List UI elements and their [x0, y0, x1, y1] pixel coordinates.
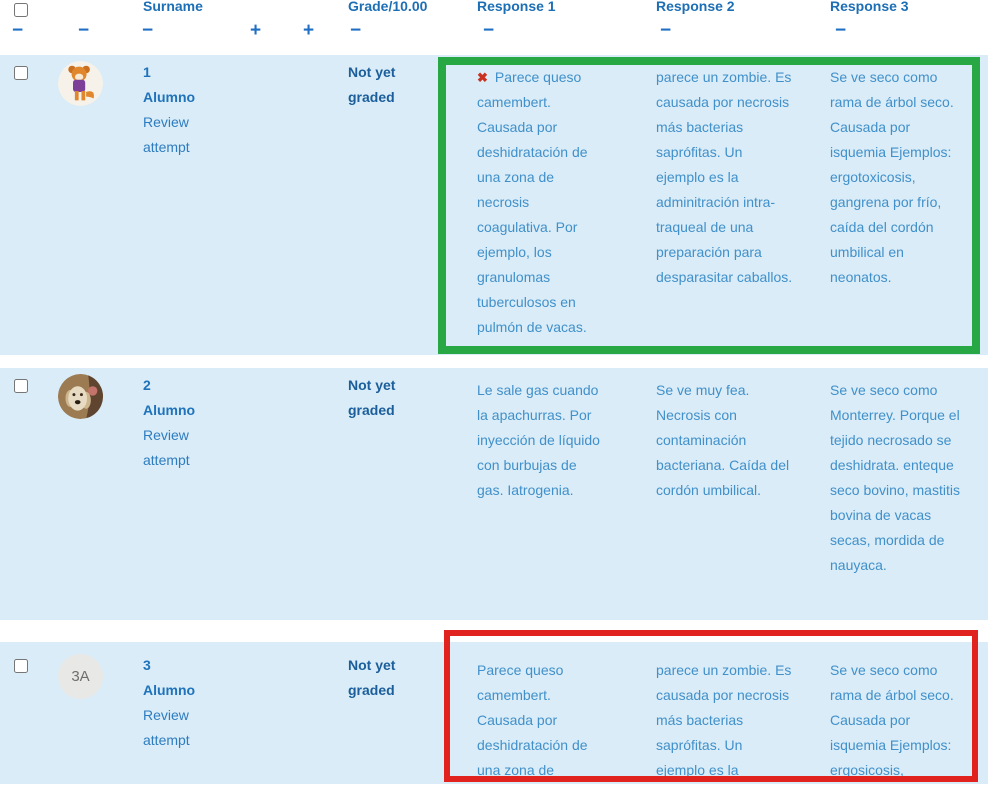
cartoon-character-avatar-image	[58, 61, 103, 106]
collapse-surname-column-icon[interactable]: −	[142, 20, 154, 41]
column-header-surname[interactable]: Surname	[143, 0, 203, 14]
response-1-text[interactable]: Parece queso camembert. Causada por desh…	[477, 662, 588, 778]
review-attempt-link[interactable]: Review attempt	[143, 427, 190, 468]
response-2-text[interactable]: parece un zombie. Es causada por necrosi…	[656, 69, 793, 285]
incorrect-icon: ✖	[477, 70, 488, 85]
dog-photo-avatar-image	[58, 374, 103, 419]
expand-column-icon-2[interactable]: +	[303, 20, 315, 41]
avatar-initials[interactable]: 3A	[58, 654, 103, 699]
grade-status: Not yet graded	[348, 64, 396, 105]
response-1-text[interactable]: Le sale gas cuando la apachurras. Por in…	[477, 382, 600, 498]
review-attempt-link[interactable]: Review attempt	[143, 114, 190, 155]
row1-select-checkbox[interactable]	[14, 66, 28, 80]
avatar[interactable]	[58, 374, 103, 419]
column-header-grade[interactable]: Grade/10.00	[348, 0, 428, 14]
table-row: 1 Alumno Review attempt Not yet graded ✖…	[0, 55, 988, 355]
expand-column-icon-1[interactable]: +	[250, 20, 262, 41]
select-all-checkbox[interactable]	[14, 3, 28, 17]
collapse-response1-column-icon[interactable]: −	[483, 20, 495, 41]
grade-status: Not yet graded	[348, 657, 396, 698]
row3-select-checkbox[interactable]	[14, 659, 28, 673]
column-header-response3[interactable]: Response 3	[830, 0, 909, 14]
row2-select-checkbox[interactable]	[14, 379, 28, 393]
column-header-response2[interactable]: Response 2	[656, 0, 735, 14]
student-surname-link[interactable]: Alumno	[143, 89, 196, 105]
column-header-response1[interactable]: Response 1	[477, 0, 556, 14]
response-1-text[interactable]: ✖ Parece queso camembert. Causada por des…	[477, 69, 588, 335]
collapse-response3-column-icon[interactable]: −	[835, 20, 847, 41]
collapse-response2-column-icon[interactable]: −	[660, 20, 672, 41]
response-2-text[interactable]: Se ve muy fea. Necrosis con contaminació…	[656, 382, 790, 498]
student-number-link[interactable]: 2	[143, 377, 151, 393]
response-3-text[interactable]: Se ve seco como Monterrey. Porque el tej…	[830, 382, 960, 573]
avatar[interactable]	[58, 61, 103, 106]
student-surname-link[interactable]: Alumno	[143, 402, 196, 418]
student-surname-link[interactable]: Alumno	[143, 682, 196, 698]
collapse-grade-column-icon[interactable]: −	[350, 20, 362, 41]
table-row: 2 Alumno Review attempt Not yet graded L…	[0, 368, 988, 620]
student-number-link[interactable]: 3	[143, 657, 151, 673]
review-attempt-link[interactable]: Review attempt	[143, 707, 190, 748]
student-number-link[interactable]: 1	[143, 64, 151, 80]
table-row: 3A 3 Alumno Review attempt Not yet grade…	[0, 642, 988, 784]
collapse-picture-column-icon[interactable]: −	[78, 20, 90, 41]
response-3-text[interactable]: Se ve seco como rama de árbol seco. Caus…	[830, 69, 954, 285]
response-2-text[interactable]: parece un zombie. Es causada por necrosi…	[656, 662, 792, 778]
response-3-text[interactable]: Se ve seco como rama de árbol seco. Caus…	[830, 662, 954, 778]
collapse-select-column-icon[interactable]: −	[12, 20, 24, 41]
grade-status: Not yet graded	[348, 377, 396, 418]
